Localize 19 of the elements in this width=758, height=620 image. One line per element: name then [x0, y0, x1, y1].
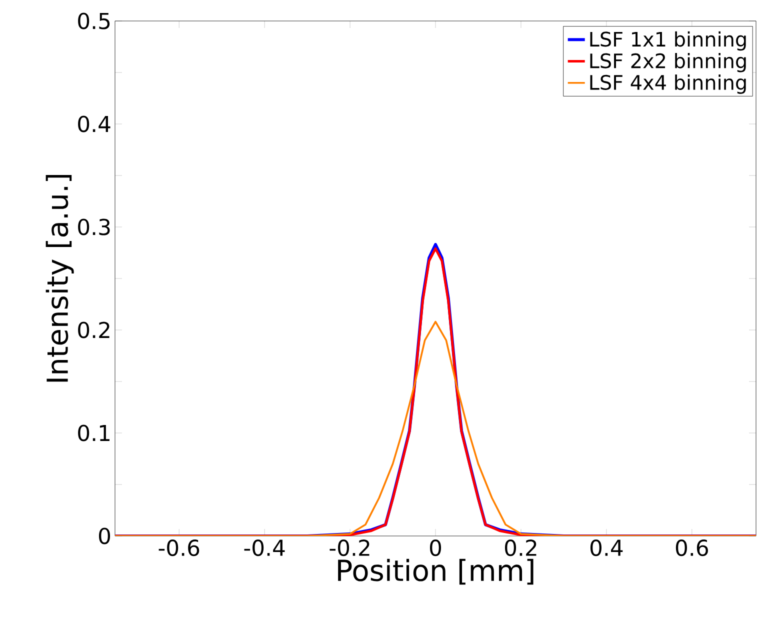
- y-tick-label: 0.4: [78, 116, 110, 132]
- y-tick-label: 0.3: [78, 218, 110, 236]
- legend-label: LSF 1x1 binning: [590, 31, 746, 51]
- y-tick-label: 0: [98, 528, 110, 544]
- x-tick-label: 0.2: [504, 540, 536, 556]
- legend-label: LSF 2x2 binning: [590, 52, 746, 72]
- x-tick-label: 0.6: [676, 540, 708, 556]
- y-tick-label: 0.1: [78, 424, 110, 442]
- line-series: [115, 320, 756, 536]
- y-axis-title: Intensity [a.u.]: [46, 175, 74, 382]
- y-tick-label: 0.2: [78, 322, 110, 338]
- x-axis-title: Position [mm]: [338, 558, 534, 585]
- x-tick-label: 0: [430, 540, 442, 556]
- x-tick-label: -0.2: [330, 540, 370, 556]
- x-tick-label: -0.4: [244, 540, 285, 556]
- x-tick-label: -0.6: [158, 540, 200, 556]
- y-tick-label: 0.5: [78, 12, 110, 30]
- x-tick-label: 0.4: [590, 540, 623, 556]
- legend-label: LSF 4x4 binning: [590, 74, 746, 94]
